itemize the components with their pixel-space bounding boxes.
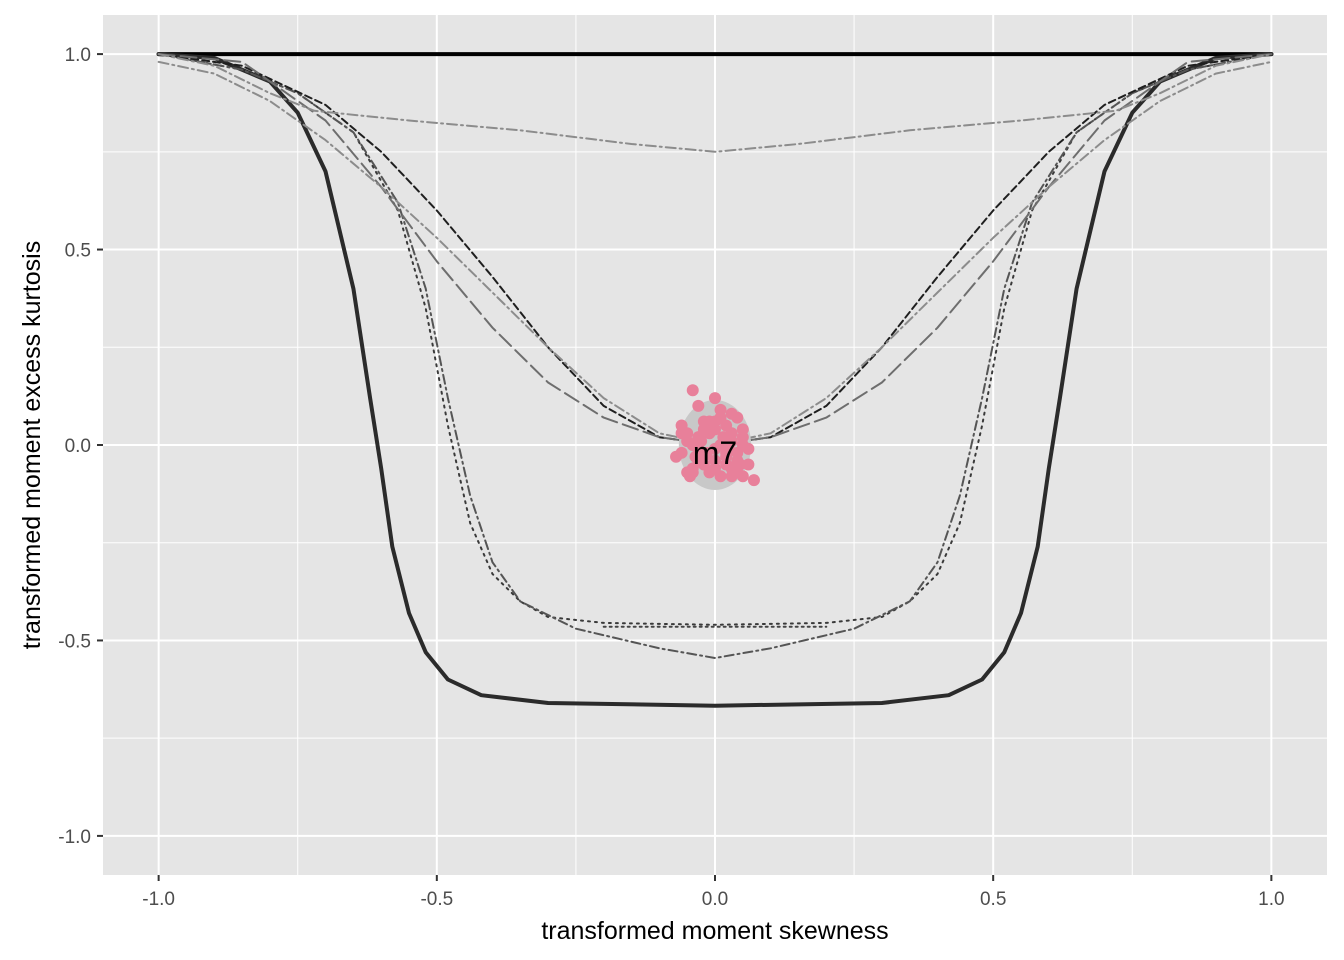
data-point <box>736 439 749 451</box>
data-point <box>689 450 702 463</box>
data-point <box>697 458 710 471</box>
data-point <box>734 458 747 471</box>
y-tick-label: -1.0 <box>58 827 91 848</box>
data-point <box>683 470 696 483</box>
data-point <box>742 458 755 471</box>
data-point <box>722 439 735 451</box>
x-tick-label: -1.0 <box>142 889 175 910</box>
series-layer <box>156 52 1274 708</box>
y-tick-label: 0.0 <box>65 436 91 457</box>
data-point <box>720 450 733 463</box>
y-axis: 1.0 0.5 0.0 -0.5 -1.0 <box>58 45 103 848</box>
points-layer <box>670 384 760 487</box>
data-point <box>692 399 705 412</box>
y-axis-title: transformed moment excess kurtosis <box>18 241 46 649</box>
point-annotation: m7 <box>693 435 737 471</box>
y-tick-label: 1.0 <box>65 45 91 66</box>
x-axis: -1.0 -0.5 0.0 0.5 1.0 <box>142 875 1285 910</box>
x-tick-label: 0.5 <box>980 889 1006 910</box>
data-point <box>709 415 721 428</box>
data-point <box>714 470 727 483</box>
data-point <box>700 446 713 459</box>
x-axis-title: transformed moment skewness <box>541 917 888 945</box>
x-tick-label: 0.0 <box>702 889 728 910</box>
y-tick-label: -0.5 <box>58 631 91 652</box>
series-line-2 <box>156 52 1274 708</box>
data-point <box>697 423 710 436</box>
data-point <box>686 384 699 397</box>
data-point <box>695 435 708 448</box>
x-tick-label: -0.5 <box>420 889 453 910</box>
data-point <box>675 427 688 440</box>
data-point <box>731 411 744 424</box>
series-line-9 <box>157 53 1273 153</box>
data-point <box>736 423 749 436</box>
data-point <box>670 450 683 463</box>
data-point <box>747 474 760 487</box>
x-tick-label: 1.0 <box>1258 889 1284 910</box>
data-point <box>709 454 721 467</box>
y-tick-label: 0.5 <box>65 241 91 262</box>
data-point <box>709 392 721 405</box>
